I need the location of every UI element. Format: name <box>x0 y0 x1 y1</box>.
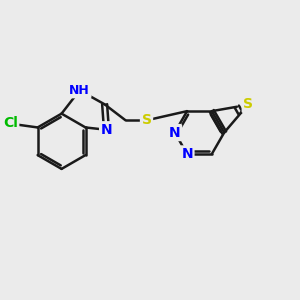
Text: N: N <box>181 147 193 161</box>
Text: S: S <box>142 113 152 127</box>
Text: S: S <box>243 98 253 111</box>
Text: Cl: Cl <box>3 116 18 130</box>
Text: NH: NH <box>69 84 90 97</box>
Text: N: N <box>169 125 181 140</box>
Text: N: N <box>100 123 112 137</box>
